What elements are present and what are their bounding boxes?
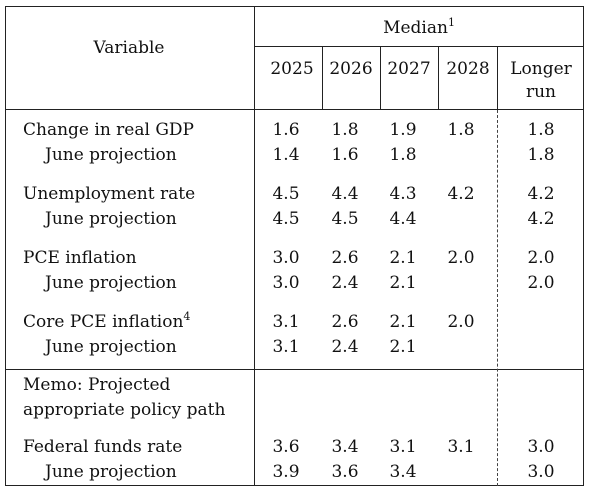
projection-value: 4.5 [272,209,300,229]
variable-name: Core PCE inflation [23,312,184,332]
year-header-2027: 2027 [387,59,431,79]
median-value: 2.0 [447,248,475,268]
projection-value: 3.0 [272,273,300,293]
memo-top-rule [5,369,584,370]
projection-value: 3.9 [272,462,300,482]
median-value: 3.1 [272,312,300,332]
variable-header: Variable [93,38,165,58]
median-value: 2.0 [447,312,475,332]
median-value: 3.0 [272,248,300,268]
projection-label: June projection [45,337,177,357]
projection-value: 4.5 [331,209,359,229]
longer-run-header-line1: Longer [510,59,572,79]
median-value: 2.0 [527,248,555,268]
row-label: Unemployment rate [23,184,195,204]
projection-value: 1.6 [331,145,359,165]
projection-value: 3.6 [331,462,359,482]
footnote-marker: 4 [183,310,191,323]
median-value: 1.8 [331,120,359,140]
median-value: 2.1 [389,248,417,268]
year-header-2025: 2025 [270,59,314,79]
projection-value: 2.0 [527,273,555,293]
median-value: 1.8 [527,120,555,140]
projection-label: June projection [45,145,177,165]
projection-value: 2.4 [331,273,359,293]
median-value: 4.4 [331,184,359,204]
median-value: 2.1 [389,312,417,332]
year-divider-2026 [322,46,323,109]
median-value: 4.5 [272,184,300,204]
row-label: Core PCE inflation4 [23,310,191,332]
projections-table [5,6,584,486]
median-value: 2.6 [331,312,359,332]
variable-column-divider [254,6,255,486]
projection-value: 3.4 [389,462,417,482]
projection-label: June projection [45,209,177,229]
year-divider-2027 [380,46,381,109]
median-value: 3.1 [447,437,475,457]
variable-name: Unemployment rate [23,184,196,204]
median-value: 3.4 [331,437,359,457]
memo-line-2: appropriate policy path [23,400,226,420]
year-header-2028: 2028 [446,59,490,79]
median-underline [254,46,584,47]
median-value: 4.2 [447,184,475,204]
row-label: PCE inflation [23,248,137,268]
projection-value: 3.0 [527,462,555,482]
median-value: 1.6 [272,120,300,140]
median-value: 1.8 [447,120,475,140]
projection-value: 3.1 [272,337,300,357]
median-value: 4.3 [389,184,417,204]
median-footnote-marker: 1 [447,16,455,29]
projection-value: 2.4 [331,337,359,357]
median-value: 3.1 [389,437,417,457]
projection-value: 1.8 [389,145,417,165]
year-divider-2028 [438,46,439,109]
variable-name: Federal funds rate [23,437,183,457]
projection-value: 4.4 [389,209,417,229]
projection-value: 2.1 [389,273,417,293]
header-bottom-rule [5,109,584,110]
variable-name: PCE inflation [23,248,137,268]
projection-label: June projection [45,273,177,293]
year-header-2026: 2026 [329,59,373,79]
projection-value: 4.2 [527,209,555,229]
projection-value: 2.1 [389,337,417,357]
row-label: Federal funds rate [23,437,182,457]
median-value: 2.6 [331,248,359,268]
variable-name: Change in real GDP [23,120,194,140]
longer-run-header-line2: run [525,82,557,102]
projection-label: June projection [45,462,177,482]
median-header: Median1 [383,16,455,38]
median-value: 3.0 [527,437,555,457]
longer-run-divider [497,46,498,109]
median-value: 1.9 [389,120,417,140]
median-value: 4.2 [527,184,555,204]
projection-value: 1.8 [527,145,555,165]
memo-line-1: Memo: Projected [23,375,171,395]
row-label: Change in real GDP [23,120,194,140]
projection-value: 1.4 [272,145,300,165]
longer-run-dashed-divider [497,110,498,486]
median-value: 3.6 [272,437,300,457]
